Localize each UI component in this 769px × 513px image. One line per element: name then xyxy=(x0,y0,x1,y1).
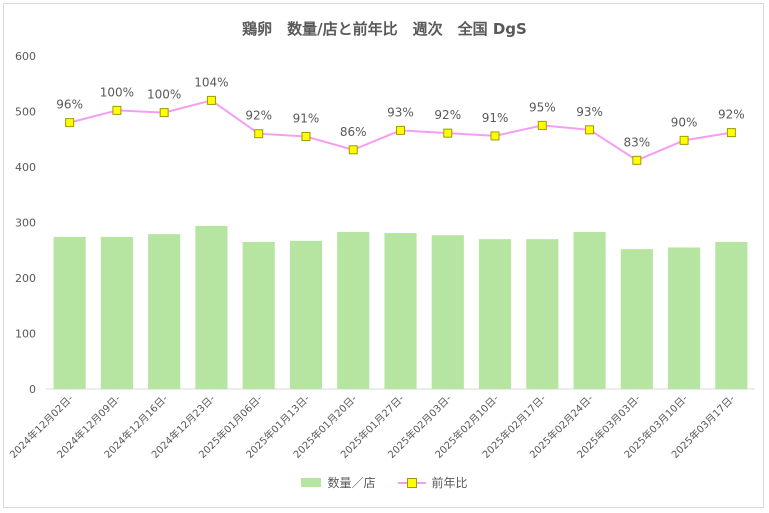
y-tick-label: 600 xyxy=(15,50,36,63)
data-label: 83% xyxy=(623,135,650,149)
data-label: 91% xyxy=(293,111,320,125)
legend-line-label: 前年比 xyxy=(431,476,468,490)
y-tick-label: 100 xyxy=(15,328,36,341)
data-label: 100% xyxy=(100,85,134,99)
line-point xyxy=(585,125,595,135)
data-label: 86% xyxy=(340,125,367,139)
line-point xyxy=(301,131,311,141)
legend-bar-swatch xyxy=(301,478,322,487)
bar xyxy=(148,234,181,389)
bar xyxy=(100,236,133,389)
bar xyxy=(478,239,512,389)
line-point xyxy=(112,105,122,115)
line-point xyxy=(443,128,453,138)
line-point xyxy=(254,129,264,139)
legend-item-line: 前年比 xyxy=(397,474,468,491)
line-point xyxy=(396,125,405,135)
line-point xyxy=(537,120,547,130)
data-label: 93% xyxy=(387,105,414,119)
data-label: 93% xyxy=(576,105,603,119)
line-point xyxy=(159,108,169,118)
line-point xyxy=(65,118,75,128)
y-tick-label: 300 xyxy=(15,217,36,230)
data-label: 91% xyxy=(482,111,509,125)
bar xyxy=(431,235,464,389)
bar xyxy=(53,236,86,389)
legend-line-swatch xyxy=(397,477,426,488)
data-label: 95% xyxy=(529,100,556,114)
bar xyxy=(289,240,323,389)
data-label: 100% xyxy=(147,88,181,102)
data-label: 92% xyxy=(245,109,272,123)
data-label: 96% xyxy=(56,98,83,112)
bar xyxy=(668,247,701,389)
bar xyxy=(620,249,653,389)
legend: 数量／店 前年比 xyxy=(0,474,769,491)
line-point xyxy=(206,95,216,105)
bar xyxy=(573,231,606,389)
line-point xyxy=(726,128,736,138)
data-label: 92% xyxy=(434,108,461,122)
data-label: 104% xyxy=(194,75,228,89)
y-tick-label: 0 xyxy=(29,383,36,396)
legend-bar-label: 数量／店 xyxy=(327,476,376,490)
legend-item-bar: 数量／店 xyxy=(301,474,376,491)
bar xyxy=(337,231,370,389)
y-tick-label: 400 xyxy=(15,161,36,174)
data-label: 92% xyxy=(718,108,745,122)
bar xyxy=(195,225,228,389)
chart-title: 鶏卵 数量/店と前年比 週次 全国 DgS xyxy=(242,20,527,38)
y-tick-label: 200 xyxy=(15,272,36,285)
bar xyxy=(242,241,275,389)
line-point xyxy=(348,145,358,155)
bar xyxy=(715,241,748,389)
bar xyxy=(384,233,417,389)
line-point xyxy=(490,131,500,141)
line-point xyxy=(679,135,689,145)
data-label: 90% xyxy=(671,115,698,129)
bar xyxy=(526,239,559,389)
line-point xyxy=(632,155,642,165)
y-tick-label: 500 xyxy=(15,106,36,119)
